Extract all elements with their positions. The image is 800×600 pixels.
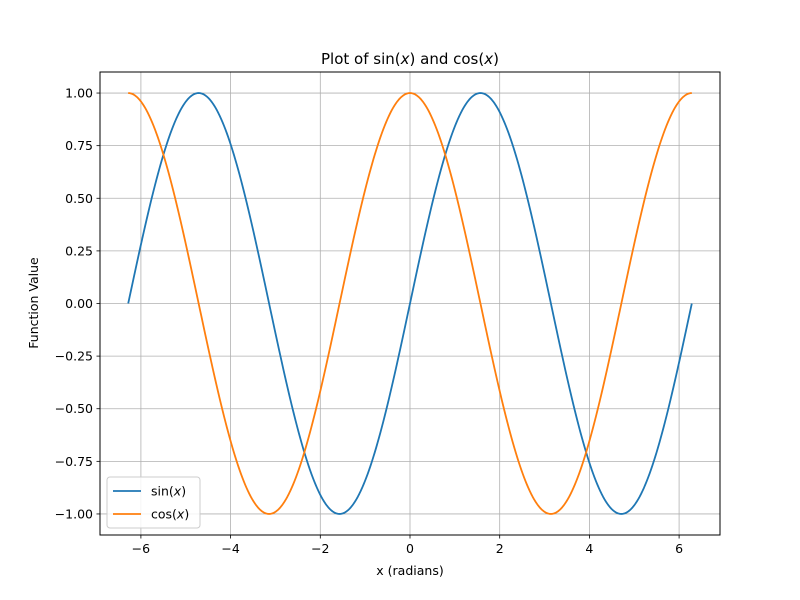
legend: sin(x) cos(x) [106, 476, 201, 529]
y-tick-label: 1.00 [65, 86, 93, 101]
legend-label-cos: cos(x) [151, 507, 189, 522]
series-lines [127, 92, 693, 515]
y-tick-label: −0.50 [55, 401, 93, 416]
x-tick-label: 6 [675, 541, 683, 556]
x-tick-label: −2 [311, 541, 329, 556]
x-tick-label: −4 [221, 541, 239, 556]
series-line-sin [127, 92, 693, 515]
y-axis-label: Function Value [26, 257, 41, 349]
chart-title: Plot of sin(x) and cos(x) [321, 50, 499, 68]
x-axis-label: x (radians) [376, 563, 443, 578]
y-tick-label: −0.25 [55, 349, 93, 364]
grid [100, 72, 720, 535]
y-tick-label: 0.25 [65, 243, 93, 258]
y-tick-label: −1.00 [55, 506, 93, 521]
series-line-cos [128, 92, 692, 515]
y-tick-label: −0.75 [55, 454, 93, 469]
x-tick-label: −6 [132, 541, 150, 556]
legend-label-sin: sin(x) [151, 484, 186, 499]
y-tick-label: 0.75 [65, 138, 93, 153]
x-tick-label: 4 [585, 541, 593, 556]
x-axis: −6 −4 −2 0 2 4 6 [132, 535, 683, 556]
y-tick-label: 0.50 [65, 191, 93, 206]
x-tick-label: 0 [406, 541, 414, 556]
legend-box [106, 476, 201, 529]
y-tick-label: 0.00 [65, 296, 93, 311]
y-axis: −1.00 −0.75 −0.50 −0.25 0.00 0.25 0.50 0.75 1.00 [55, 86, 100, 521]
x-tick-label: 2 [496, 541, 504, 556]
